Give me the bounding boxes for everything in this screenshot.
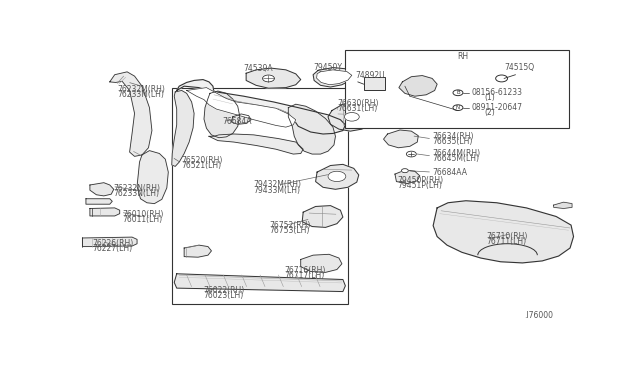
Text: 76684A: 76684A <box>222 117 252 126</box>
Polygon shape <box>187 87 296 127</box>
Polygon shape <box>317 70 352 85</box>
Text: 76232M(RH): 76232M(RH) <box>117 84 165 93</box>
Text: 74539A: 74539A <box>244 64 273 74</box>
Polygon shape <box>313 68 355 87</box>
Circle shape <box>453 105 463 110</box>
Bar <box>172 87 348 304</box>
Text: 08156-61233: 08156-61233 <box>472 88 523 97</box>
Text: 76644M(RH): 76644M(RH) <box>432 149 480 158</box>
Text: 76645M(LH): 76645M(LH) <box>432 154 479 163</box>
Text: 79450Y: 79450Y <box>313 63 342 72</box>
Polygon shape <box>83 237 137 247</box>
Circle shape <box>401 169 408 173</box>
Text: 79432M(RH): 79432M(RH) <box>253 180 301 189</box>
Text: 76011(LH): 76011(LH) <box>122 215 163 224</box>
Polygon shape <box>209 134 303 154</box>
Circle shape <box>328 171 346 182</box>
Polygon shape <box>172 90 194 166</box>
Text: 08911-20647: 08911-20647 <box>472 103 523 112</box>
Text: 76232N(RH): 76232N(RH) <box>114 184 161 193</box>
Text: 76630(RH): 76630(RH) <box>337 99 378 108</box>
Text: 76023(LH): 76023(LH) <box>203 291 243 300</box>
Text: 76233M(LH): 76233M(LH) <box>117 90 164 99</box>
Text: 76684AA: 76684AA <box>432 168 467 177</box>
Text: .I76000: .I76000 <box>524 311 553 320</box>
Polygon shape <box>399 76 437 96</box>
Text: B: B <box>456 90 460 95</box>
Text: 79433M(LH): 79433M(LH) <box>253 186 301 195</box>
Circle shape <box>406 151 416 157</box>
Text: 76711(LH): 76711(LH) <box>486 237 527 246</box>
Polygon shape <box>137 151 168 203</box>
Text: RH: RH <box>457 52 468 61</box>
Polygon shape <box>554 202 572 208</box>
Text: (2): (2) <box>484 108 495 117</box>
Text: 76010(RH): 76010(RH) <box>122 210 164 219</box>
Polygon shape <box>433 201 573 263</box>
Text: 76634(RH): 76634(RH) <box>432 132 474 141</box>
Polygon shape <box>90 183 114 196</box>
Polygon shape <box>383 130 419 148</box>
Text: (1): (1) <box>484 93 495 102</box>
Polygon shape <box>395 170 420 183</box>
Text: 76635(LH): 76635(LH) <box>432 137 472 146</box>
Circle shape <box>262 75 275 82</box>
Polygon shape <box>86 199 112 204</box>
Text: N: N <box>456 105 460 110</box>
Text: 76520(RH): 76520(RH) <box>182 156 223 165</box>
Text: 76022(RH): 76022(RH) <box>203 286 244 295</box>
Text: 76521(LH): 76521(LH) <box>182 161 222 170</box>
Polygon shape <box>231 114 251 124</box>
Text: 76717(LH): 76717(LH) <box>284 271 324 280</box>
Polygon shape <box>302 206 343 227</box>
Bar <box>346 50 568 128</box>
Circle shape <box>495 75 508 82</box>
Text: 76753(LH): 76753(LH) <box>269 226 310 235</box>
Text: 79451P(LH): 79451P(LH) <box>397 182 442 190</box>
Text: 79450P(RH): 79450P(RH) <box>397 176 444 185</box>
Polygon shape <box>316 164 359 189</box>
Bar <box>364 77 385 90</box>
Polygon shape <box>174 274 346 292</box>
Polygon shape <box>301 254 342 272</box>
Text: 76716(RH): 76716(RH) <box>284 266 326 275</box>
Text: 76631(LH): 76631(LH) <box>337 104 377 113</box>
Text: 74892U: 74892U <box>356 71 385 80</box>
Polygon shape <box>177 80 346 134</box>
Polygon shape <box>288 104 335 154</box>
Polygon shape <box>246 68 301 88</box>
Circle shape <box>453 90 463 96</box>
Text: 76226(RH): 76226(RH) <box>92 239 134 248</box>
Circle shape <box>344 112 359 121</box>
Polygon shape <box>110 72 152 156</box>
Text: 76710(RH): 76710(RH) <box>486 232 528 241</box>
Polygon shape <box>90 208 120 216</box>
Text: 74515Q: 74515Q <box>504 63 534 72</box>
Polygon shape <box>204 91 240 138</box>
Text: 76752(RH): 76752(RH) <box>269 221 311 230</box>
Text: 76227(LH): 76227(LH) <box>92 244 132 253</box>
Polygon shape <box>328 102 375 131</box>
Polygon shape <box>184 245 211 257</box>
Text: 76233N(LH): 76233N(LH) <box>114 189 160 198</box>
